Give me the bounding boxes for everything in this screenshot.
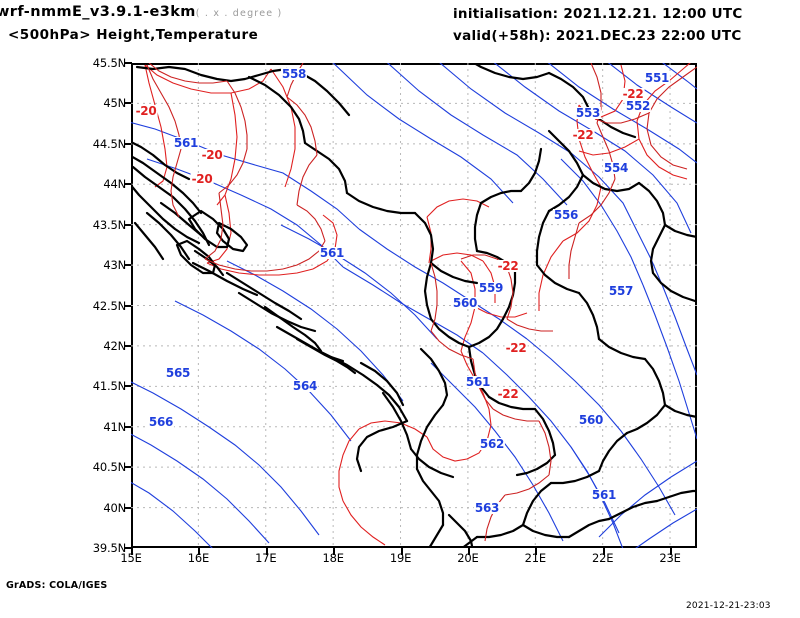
contour-label: 560 [451,296,479,310]
national-border-lines [146,63,697,542]
contour-label: -22 [496,387,520,401]
x-axis-tick-label: 16E [187,551,210,565]
y-axis-tick [125,506,132,509]
contour-label: 553 [574,106,602,120]
model-name: wrf-nmmE_v3.9.1-e3km [0,4,196,20]
x-axis-tick [265,548,268,555]
contour-label: 563 [473,501,501,515]
contour-label: -20 [200,148,224,162]
x-axis-tick-label: 22E [592,551,614,565]
contour-label: 561 [590,488,618,502]
y-axis-tick [125,223,132,226]
contour-label: -22 [496,259,520,273]
temperature-contour-lines [144,63,691,546]
x-axis-tick-label: 20E [457,551,479,565]
coastline-outlines [131,63,697,548]
contour-label: 562 [478,437,506,451]
y-axis-tick-label: 43N [103,258,126,273]
y-axis-tick-label: 42.5N [92,298,126,313]
x-axis-tick-label: 21E [524,551,547,565]
y-axis-tick [125,264,132,267]
x-axis-tick [333,548,336,555]
y-axis-tick [125,466,132,469]
contour-label: 564 [291,379,319,393]
contour-label: -22 [621,87,645,101]
y-axis-tick-label: 44N [103,177,126,192]
grads-credit: GrADS: COLA/IGES [6,580,108,591]
y-axis-tick-label: 44.5N [92,136,126,151]
contour-label: 561 [172,136,200,150]
render-timestamp: 2021-12-21-23:03 [686,601,771,611]
x-axis-tick-label: 23E [659,551,681,565]
x-axis-tick-label: 17E [255,551,277,565]
contour-label: 556 [552,208,580,222]
contour-label: 561 [464,375,492,389]
contour-label: 551 [643,71,671,85]
y-axis-tick [125,385,132,388]
initialisation-time: initialisation: 2021.12.21. 12:00 UTC [453,6,743,22]
model-resolution-note: ( . x . degree ) [195,8,283,19]
x-axis-tick [602,548,605,555]
y-axis-tick-label: 39.5N [92,541,126,555]
contour-label: 560 [577,413,605,427]
x-axis-tick-label: 19E [389,551,412,565]
y-axis-tick [125,183,132,186]
contour-label: 565 [164,366,192,380]
y-axis-tick [125,304,132,307]
y-axis-tick-label: 45.5N [92,56,126,70]
x-axis-tick [131,548,133,555]
contour-label: 552 [624,99,652,113]
y-axis-tick [125,344,132,347]
y-axis-tick-label: 41N [103,419,126,434]
y-axis-tick [125,62,132,64]
y-axis-tick [125,142,132,145]
x-axis-tick [670,548,673,555]
contour-label: 559 [477,281,505,295]
level-field-title: <500hPa> Height,Temperature [8,27,259,43]
y-axis-tick [125,102,132,105]
contour-label: 566 [147,415,175,429]
x-axis-tick [535,548,538,555]
contour-label: -22 [504,341,528,355]
y-axis-tick-label: 40N [103,500,126,515]
y-axis-tick-label: 40.5N [92,460,126,475]
x-axis-tick [400,548,403,555]
y-axis-tick [125,547,132,549]
contour-label: 558 [280,67,308,81]
y-axis-tick [125,425,132,428]
map-plot-area: 558 551 552 553 554 556 561 561 559 560 557 565 564 5… [131,63,697,548]
valid-time: valid(+58h): 2021.DEC.23 22:00 UTC [453,28,742,44]
x-axis-labels: 15E 16E 17E 18E 19E 20E 21E 22E 23E [120,551,697,569]
x-axis-tick [198,548,201,555]
contour-map-svg [131,63,697,548]
contour-label: -22 [571,128,595,142]
contour-label: 561 [318,246,346,260]
contour-label: 554 [602,161,630,175]
y-axis-tick-label: 45N [103,96,126,111]
y-axis-tick-label: 41.5N [92,379,126,394]
contour-label: -20 [134,104,158,118]
x-axis-tick-label: 15E [120,551,142,565]
contour-label: -20 [190,172,214,186]
contour-label: 557 [607,284,635,298]
x-axis-tick-label: 18E [322,551,344,565]
y-axis-tick-label: 42N [103,338,126,353]
grid-lines [131,63,697,548]
y-axis-labels: 39.5N 40N 40.5N 41N 41.5N 42N 42.5N 43N 43.5N 44N… [92,56,126,555]
model-title: wrf-nmmE_v3.9.1-e3km( . x . degree ) [0,4,282,20]
x-axis-tick [467,548,470,555]
y-axis-tick-label: 43.5N [92,217,126,232]
